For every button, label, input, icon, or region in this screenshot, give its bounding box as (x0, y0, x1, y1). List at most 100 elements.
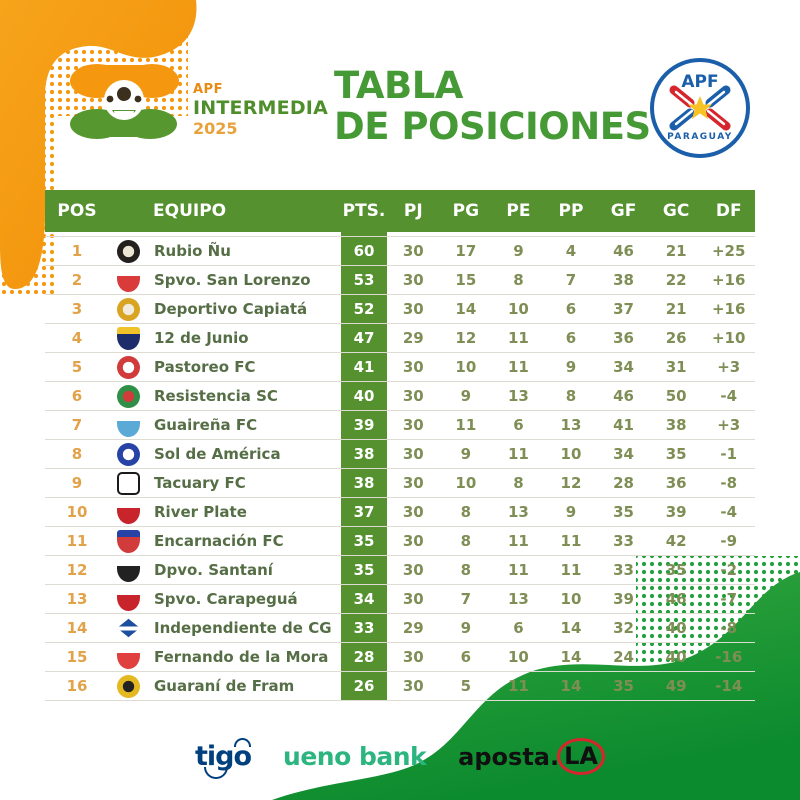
stat-cell: 10 (455, 358, 477, 376)
points-cell: 52 (353, 300, 375, 318)
table-row: 14 Independiente de CG 33 29 9 6 14 32 40 -8 (45, 614, 755, 643)
points-cell: 47 (353, 329, 375, 347)
stat-cell: 38 (665, 416, 687, 434)
stat-cell: 14 (560, 648, 582, 666)
stat-cell: 9 (460, 445, 472, 463)
team-badge-icon (117, 500, 140, 524)
page-title: TABLA DE POSICIONES (334, 65, 651, 148)
stat-cell: 38 (613, 271, 634, 289)
team-badge-icon (117, 239, 140, 263)
league-logo-text: APF INTERMEDIA 2025 (193, 83, 328, 137)
stat-cell: 28 (613, 474, 634, 492)
stat-cell: -4 (720, 503, 738, 521)
stat-cell: 7 (565, 271, 577, 289)
stat-cell: 30 (402, 445, 424, 463)
team-cell: Guaireña FC (109, 413, 341, 437)
position-cell: 14 (66, 619, 88, 637)
stat-cell: 8 (460, 503, 472, 521)
team-badge-icon (117, 558, 140, 582)
stat-cell: 11 (560, 561, 582, 579)
stat-cell: 13 (507, 387, 529, 405)
team-name: Spvo. Carapeguá (154, 590, 298, 608)
stat-cell: 40 (665, 648, 687, 666)
column-header-pe: PE (506, 201, 531, 221)
team-cell: 12 de Junio (109, 326, 341, 350)
stat-cell: 9 (565, 503, 577, 521)
points-cell: 35 (353, 532, 375, 550)
stat-cell: 6 (565, 329, 577, 347)
stat-cell: 17 (455, 242, 477, 260)
sponsors-bar: tigo ueno bank aposta. LA (0, 738, 800, 779)
position-cell: 8 (71, 445, 83, 463)
position-cell: 9 (71, 474, 83, 492)
tigo-logo: tigo (195, 738, 252, 779)
stat-cell: 30 (402, 474, 424, 492)
stat-cell: 13 (507, 503, 529, 521)
team-badge-icon (117, 355, 140, 379)
stat-cell: 14 (560, 619, 582, 637)
stat-cell: 39 (665, 503, 687, 521)
points-cell: 37 (353, 503, 375, 521)
points-cell: 33 (353, 619, 375, 637)
table-row: 7 Guaireña FC 39 30 11 6 13 41 38 +3 (45, 411, 755, 440)
tigo-hat-icon (234, 738, 252, 747)
position-cell: 6 (71, 387, 83, 405)
table-row: 3 Deportivo Capiatá 52 30 14 10 6 37 21 +16 (45, 295, 755, 324)
stat-cell: 30 (402, 503, 424, 521)
points-column-band (341, 190, 387, 700)
stat-cell: 41 (613, 416, 634, 434)
team-name: Sol de América (154, 445, 281, 463)
stat-cell: 49 (665, 677, 687, 695)
standings-table: POS EQUIPO PTS. PJ PG PE PP GF GC DF 1 Rubio Ñu 6… (45, 190, 755, 701)
stat-cell: 24 (613, 648, 634, 666)
points-cell: 39 (353, 416, 375, 434)
stat-cell: 11 (507, 358, 529, 376)
stat-cell: 37 (613, 300, 634, 318)
team-name: Resistencia SC (154, 387, 278, 405)
position-cell: 2 (71, 271, 83, 289)
team-cell: Spvo. Carapeguá (109, 587, 341, 611)
team-name: Encarnación FC (154, 532, 284, 550)
stat-cell: 4 (565, 242, 577, 260)
stat-cell: 13 (507, 590, 529, 608)
stat-cell: 46 (613, 242, 634, 260)
stat-cell: 11 (507, 561, 529, 579)
stat-cell: 8 (513, 271, 524, 289)
stat-cell: +16 (711, 271, 746, 289)
stat-cell: 10 (560, 590, 582, 608)
team-badge-icon (117, 268, 140, 292)
table-body: 1 Rubio Ñu 60 30 17 9 4 46 21 +25 2 Spvo. San … (45, 236, 755, 701)
stat-cell: 36 (665, 474, 687, 492)
stat-cell: 50 (665, 387, 687, 405)
page-title-line2: DE POSICIONES (334, 104, 651, 148)
stat-cell: 30 (402, 532, 424, 550)
position-cell: 15 (66, 648, 88, 666)
stat-cell: 10 (507, 648, 529, 666)
stat-cell: 10 (507, 300, 529, 318)
stat-cell: 30 (402, 648, 424, 666)
table-row: 16 Guaraní de Fram 26 30 5 11 14 35 49 -14 (45, 672, 755, 701)
points-cell: 35 (353, 561, 375, 579)
apostala-prefix: aposta. (458, 742, 560, 771)
points-cell: 38 (353, 474, 375, 492)
stat-cell: 9 (460, 619, 472, 637)
team-name: Spvo. San Lorenzo (154, 271, 311, 289)
stat-cell: 31 (665, 358, 687, 376)
table-header-row: POS EQUIPO PTS. PJ PG PE PP GF GC DF (45, 190, 755, 232)
team-cell: Spvo. San Lorenzo (109, 268, 341, 292)
points-cell: 28 (353, 648, 375, 666)
stat-cell: 30 (402, 358, 424, 376)
column-header-pts: PTS. (342, 201, 386, 221)
team-name: Dpvo. Santaní (154, 561, 273, 579)
table-row: 5 Pastoreo FC 41 30 10 11 9 34 31 +3 (45, 353, 755, 382)
stat-cell: 22 (665, 271, 687, 289)
team-badge-icon (117, 471, 140, 495)
column-header-pp: PP (558, 201, 584, 221)
points-cell: 53 (353, 271, 375, 289)
stat-cell: 21 (665, 242, 687, 260)
table-row: 10 River Plate 37 30 8 13 9 35 39 -4 (45, 498, 755, 527)
position-cell: 1 (71, 242, 83, 260)
stat-cell: 35 (613, 503, 634, 521)
stat-cell: +25 (711, 242, 746, 260)
stat-cell: 11 (455, 416, 477, 434)
